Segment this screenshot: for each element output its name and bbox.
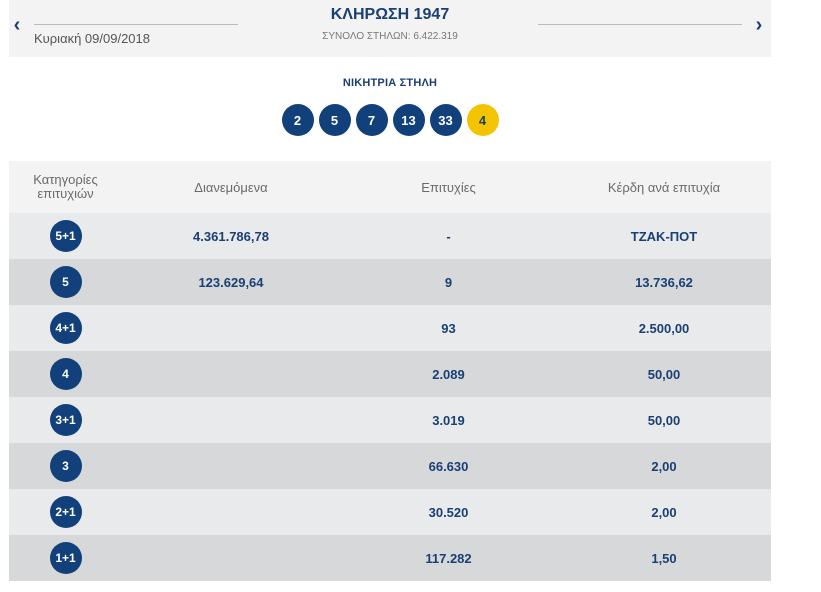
category-badge: 5+1 bbox=[49, 220, 82, 252]
distributed-value: 123.629,64 bbox=[198, 274, 264, 290]
prize-table: Κατηγορίες επιτυχιών Διανεμόμενα Επιτυχί… bbox=[9, 161, 771, 581]
category-badge: 2+1 bbox=[49, 496, 82, 528]
winners-value: 30.520 bbox=[428, 504, 469, 520]
table-row: 5 123.629,64 9 13.736,62 bbox=[9, 259, 771, 305]
category-badge: 4 bbox=[49, 358, 82, 390]
header-category-line1: Κατηγορίες bbox=[33, 172, 98, 187]
prize-value: 13.736,62 bbox=[635, 274, 693, 290]
table-row: 1+1 117.282 1,50 bbox=[9, 535, 771, 581]
draw-date: Κυριακή 09/09/2018 bbox=[34, 31, 150, 46]
prize-value: 50,00 bbox=[647, 412, 681, 428]
header-divider-left bbox=[34, 24, 238, 25]
previous-draw-arrow-icon[interactable]: ‹ bbox=[13, 13, 21, 36]
header-winners: Επιτυχίες bbox=[421, 179, 476, 195]
winners-value: 117.282 bbox=[425, 550, 472, 566]
header-prize: Κέρδη ανά επιτυχία bbox=[607, 179, 721, 195]
draw-header: ‹ Κυριακή 09/09/2018 ΚΛΗΡΩΣΗ 1947 ΣΥΝΟΛΟ… bbox=[9, 0, 771, 57]
prize-value: 2,00 bbox=[651, 504, 677, 520]
winners-value: 66.630 bbox=[428, 458, 469, 474]
draw-results-panel: ‹ Κυριακή 09/09/2018 ΚΛΗΡΩΣΗ 1947 ΣΥΝΟΛΟ… bbox=[9, 0, 771, 581]
winning-column-label: ΝΙΚΗΤΡΙΑ ΣΤΗΛΗ bbox=[342, 77, 438, 89]
table-row: 5+1 4.361.786,78 - ΤΖΑΚ-ΠΟΤ bbox=[9, 213, 771, 259]
winners-value: 3.019 bbox=[432, 412, 465, 428]
joker-number-ball: 4 bbox=[466, 104, 499, 136]
total-columns: ΣΥΝΟΛΟ ΣΤΗΛΩΝ: 6.422.319 bbox=[322, 31, 458, 42]
table-row: 2+1 30.520 2,00 bbox=[9, 489, 771, 535]
winning-number-ball: 2 bbox=[281, 104, 314, 136]
draw-title: ΚΛΗΡΩΣΗ 1947 bbox=[330, 6, 450, 23]
prize-value: ΤΖΑΚ-ΠΟΤ bbox=[630, 228, 698, 244]
winning-numbers: 2 5 7 13 33 4 bbox=[9, 104, 771, 136]
winning-number-ball: 33 bbox=[429, 104, 462, 136]
category-badge: 5 bbox=[49, 266, 82, 298]
prize-value: 50,00 bbox=[647, 366, 681, 382]
header-category-line2: επιτυχιών bbox=[37, 186, 94, 201]
category-badge: 1+1 bbox=[49, 542, 82, 574]
winners-value: - bbox=[446, 228, 451, 244]
table-row: 4 2.089 50,00 bbox=[9, 351, 771, 397]
category-badge: 4+1 bbox=[49, 312, 82, 344]
header-divider-right bbox=[538, 24, 742, 25]
prize-value: 1,50 bbox=[651, 550, 677, 566]
category-badge: 3+1 bbox=[49, 404, 82, 436]
winning-number-ball: 5 bbox=[318, 104, 351, 136]
table-row: 3+1 3.019 50,00 bbox=[9, 397, 771, 443]
header-category: Κατηγορίες επιτυχιών bbox=[9, 173, 122, 201]
winners-value: 2.089 bbox=[432, 366, 465, 382]
winning-number-ball: 13 bbox=[392, 104, 425, 136]
table-row: 4+1 93 2.500,00 bbox=[9, 305, 771, 351]
header-distributed: Διανεμόμενα bbox=[194, 179, 268, 195]
distributed-value: 4.361.786,78 bbox=[193, 228, 269, 244]
table-row: 3 66.630 2,00 bbox=[9, 443, 771, 489]
prize-table-header: Κατηγορίες επιτυχιών Διανεμόμενα Επιτυχί… bbox=[9, 161, 771, 213]
category-badge: 3 bbox=[49, 450, 82, 482]
next-draw-arrow-icon[interactable]: › bbox=[755, 13, 763, 36]
winning-number-ball: 7 bbox=[355, 104, 388, 136]
winners-value: 93 bbox=[441, 320, 456, 336]
prize-value: 2.500,00 bbox=[638, 320, 690, 336]
prize-value: 2,00 bbox=[651, 458, 677, 474]
winners-value: 9 bbox=[444, 274, 453, 290]
